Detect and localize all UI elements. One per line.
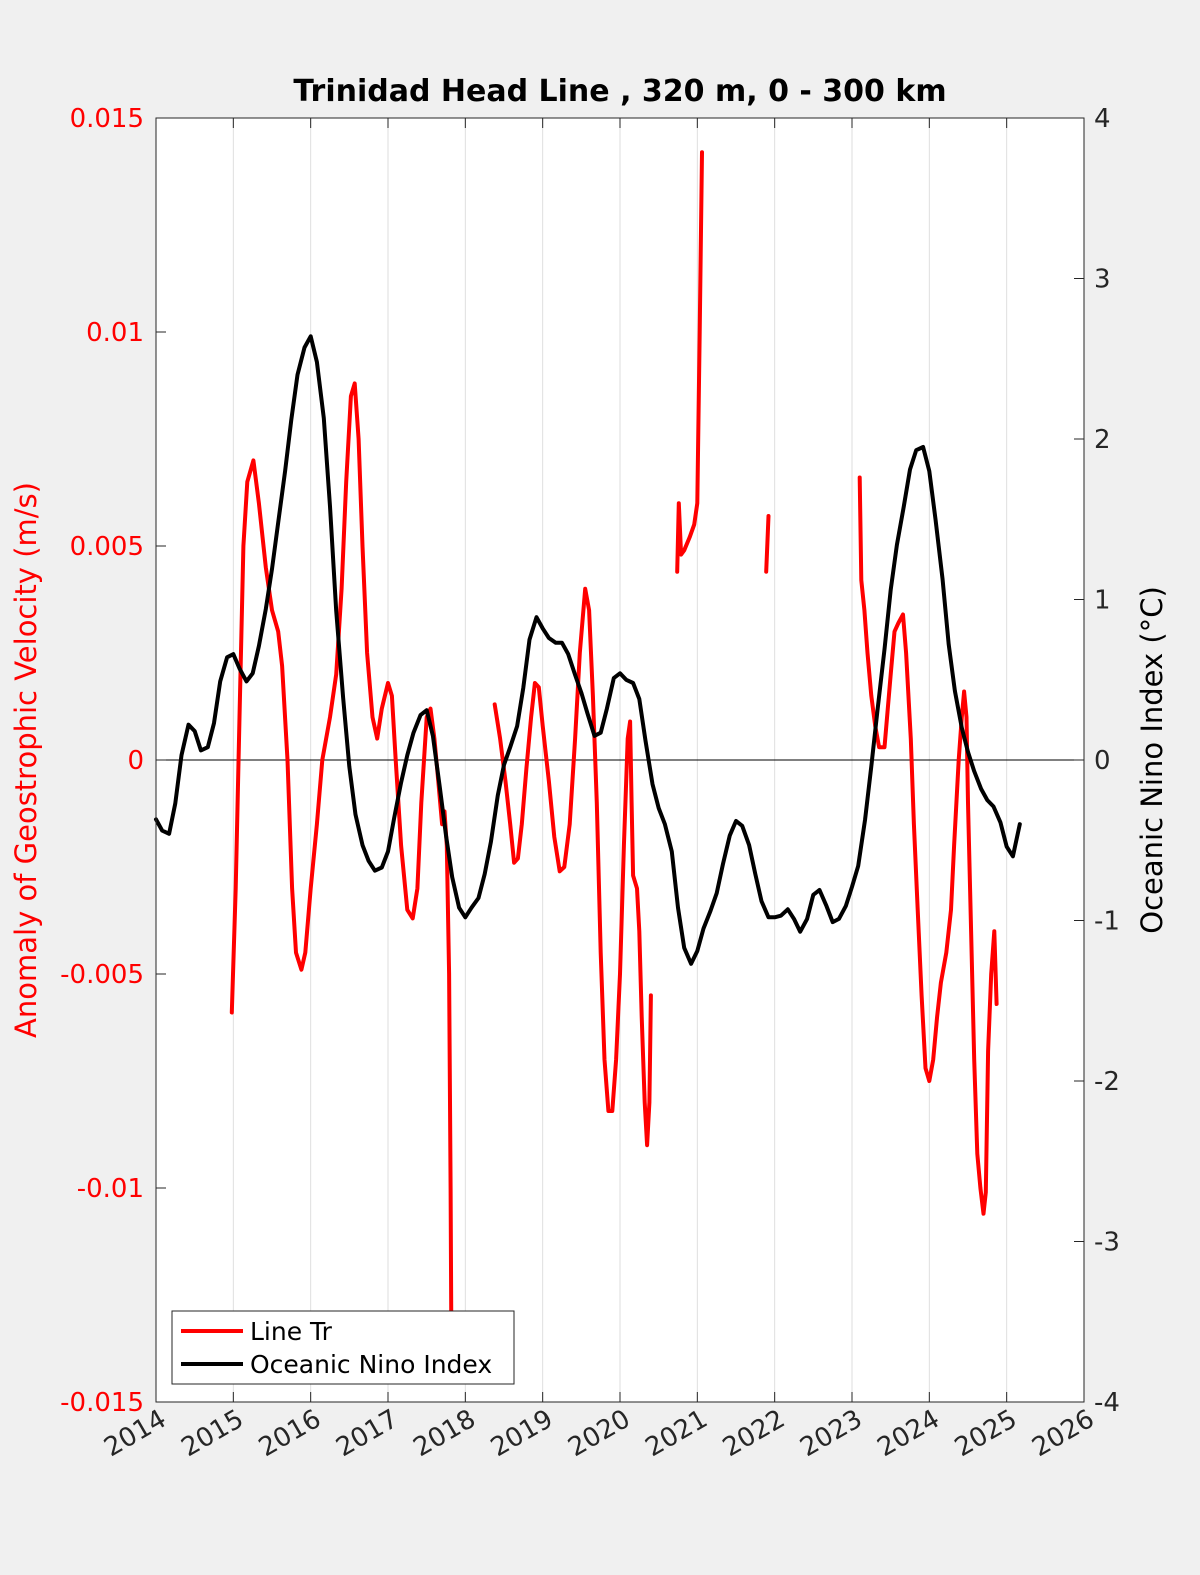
y-right-tick-label: -3: [1094, 1228, 1120, 1258]
series-line-tr-segment: [764, 514, 771, 574]
y-axis-right: -4 -3 -2 -1 0 1 2 3 4: [1074, 104, 1120, 1418]
y-axis-left-label: Anomaly of Geostrophic Velocity (m/s): [9, 482, 43, 1038]
y-right-tick-label: -4: [1094, 1388, 1120, 1418]
y-axis-left: -0.015 -0.01 -0.005 0 0.005 0.01 0.015: [60, 104, 166, 1418]
series-line-tr-segment: [675, 150, 704, 574]
y-right-tick-label: 3: [1094, 265, 1111, 295]
y-left-tick-label: -0.005: [60, 960, 144, 990]
legend: Line Tr Oceanic Nino Index: [171, 1310, 515, 1385]
series-line-tr-segment: [857, 475, 999, 1216]
y-right-tick-label: 1: [1094, 586, 1111, 616]
series-oceanic-nino-index: [154, 334, 1022, 966]
y-right-tick-label: -2: [1094, 1067, 1120, 1097]
y-left-tick-label: -0.01: [77, 1174, 144, 1204]
series-layer: [154, 150, 1022, 1349]
y-right-tick-label: 4: [1094, 104, 1111, 134]
legend-label-oni: Oceanic Nino Index: [250, 1350, 492, 1379]
y-left-tick-label: -0.015: [60, 1388, 144, 1418]
y-left-tick-label: 0.015: [70, 104, 144, 134]
legend-box: [171, 1310, 515, 1385]
y-right-tick-label: 0: [1094, 746, 1111, 776]
series-line-tr-segment: [229, 381, 454, 1349]
legend-label-line-tr: Line Tr: [250, 1317, 333, 1346]
chart-title: Trinidad Head Line , 320 m, 0 - 300 km: [293, 74, 946, 109]
y-left-tick-label: 0.005: [70, 532, 144, 562]
series-line-tr-segment: [492, 586, 653, 1148]
y-left-tick-label: 0: [127, 746, 144, 776]
y-right-tick-label: -1: [1094, 907, 1120, 937]
y-axis-right-label: Oceanic Nino Index (°C): [1135, 586, 1169, 934]
y-left-tick-label: 0.01: [86, 318, 144, 348]
y-right-tick-label: 2: [1094, 425, 1111, 455]
